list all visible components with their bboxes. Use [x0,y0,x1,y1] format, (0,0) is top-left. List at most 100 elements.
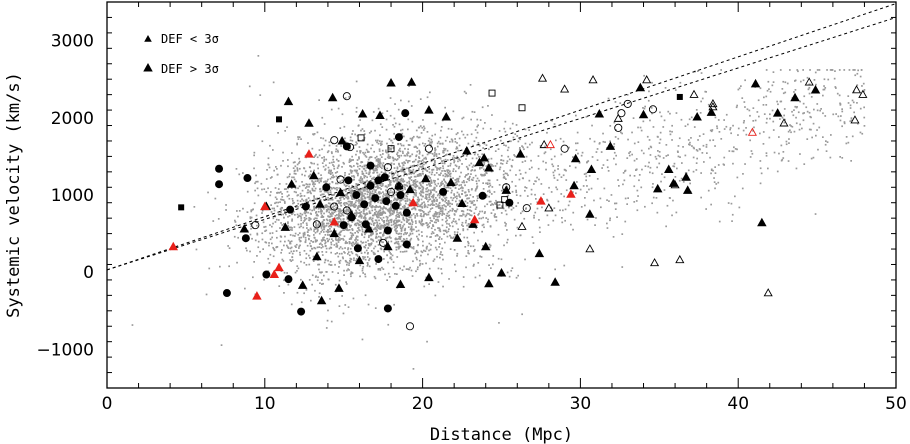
filled-square-point [676,93,683,100]
cloud-dot [318,149,321,151]
cloud-dot [687,169,690,172]
filled-triangle-point [536,196,546,205]
cloud-dot [461,224,463,226]
cloud-dot [782,92,785,95]
dashed-reference-lines [106,3,897,271]
cloud-dot [374,219,377,222]
cloud-dot [633,201,636,203]
cloud-dot [419,209,422,211]
cloud-dot [749,139,751,142]
cloud-dot [425,248,428,250]
cloud-dot [519,138,521,141]
cloud-dot [390,148,392,151]
cloud-dot [498,204,501,206]
cloud-dot [434,122,437,125]
cloud-dot [327,230,330,233]
cloud-dot [400,230,403,232]
cloud-dot [296,270,298,272]
cloud-dot [338,187,341,189]
cloud-dot [440,238,443,240]
cloud-dot [434,149,436,152]
cloud-dot [357,165,359,168]
cloud-dot [390,200,393,203]
cloud-dot [446,212,449,215]
cloud-dot [441,204,444,207]
cloud-dot [430,203,433,206]
filled-triangle-point [496,267,507,277]
cloud-dot [428,137,431,140]
cloud-dot [433,189,436,192]
cloud-dot [411,120,414,123]
cloud-dot [380,192,382,195]
cloud-dot [351,139,354,142]
cloud-dot [302,232,305,235]
cloud-dot [252,276,254,279]
open-circle-point [424,144,433,153]
cloud-dot [411,232,414,235]
cloud-dot [237,236,239,239]
cloud-dot [373,275,376,278]
cloud-dot [649,166,652,169]
cloud-dot [439,142,441,145]
cloud-dot [418,220,421,222]
cloud-dot [360,240,362,243]
cloud-dot [466,224,468,227]
cloud-dot [466,178,469,180]
cloud-dot [393,117,396,120]
cloud-dot [337,255,340,258]
cloud-dot [714,166,716,168]
cloud-dot [386,236,389,239]
cloud-dot [434,294,437,297]
cloud-dot [679,156,681,158]
cloud-dot [323,190,326,193]
cloud-dot [487,218,489,221]
cloud-dot [398,212,401,214]
cloud-dot [398,162,400,165]
cloud-dot [394,198,396,200]
cloud-dot [335,236,337,239]
cloud-dot [428,249,430,252]
cloud-dot [505,162,508,164]
cloud-dot [859,107,862,110]
cloud-dot [680,118,683,121]
cloud-dot [714,116,717,119]
cloud-dot [462,285,465,288]
cloud-dot [430,142,433,144]
cloud-dot [270,191,272,193]
cloud-dot [309,190,311,193]
cloud-dot [631,153,633,156]
cloud-dot [385,195,388,198]
cloud-dot [418,152,421,155]
cloud-dot [462,225,464,227]
cloud-dot [317,225,319,228]
cloud-dot [367,196,370,199]
cloud-dot [595,217,597,219]
cloud-dot [521,145,523,147]
cloud-dot [514,155,516,158]
cloud-dot [413,192,416,194]
cloud-dot [388,175,390,178]
cloud-dot [656,211,659,214]
cloud-dot [546,198,548,201]
cloud-dot [669,130,671,133]
cloud-dot [268,242,270,244]
cloud-dot [769,90,772,93]
cloud-dot [349,247,352,250]
cloud-dot [421,202,424,204]
cloud-dot [314,187,317,190]
cloud-dot [805,106,808,109]
cloud-dot [513,154,515,156]
cloud-dot [402,167,404,170]
filled-circle-point [322,183,331,192]
cloud-dot [432,194,434,197]
y-tick-label: 2000 [51,109,94,129]
cloud-dot [327,229,329,231]
cloud-dot [465,214,468,217]
cloud-dot [397,155,399,157]
cloud-dot [288,252,291,254]
cloud-dot [313,218,315,221]
cloud-dot [456,155,459,158]
cloud-dot [348,189,350,191]
cloud-dot [754,119,757,122]
cloud-dot [405,195,408,197]
